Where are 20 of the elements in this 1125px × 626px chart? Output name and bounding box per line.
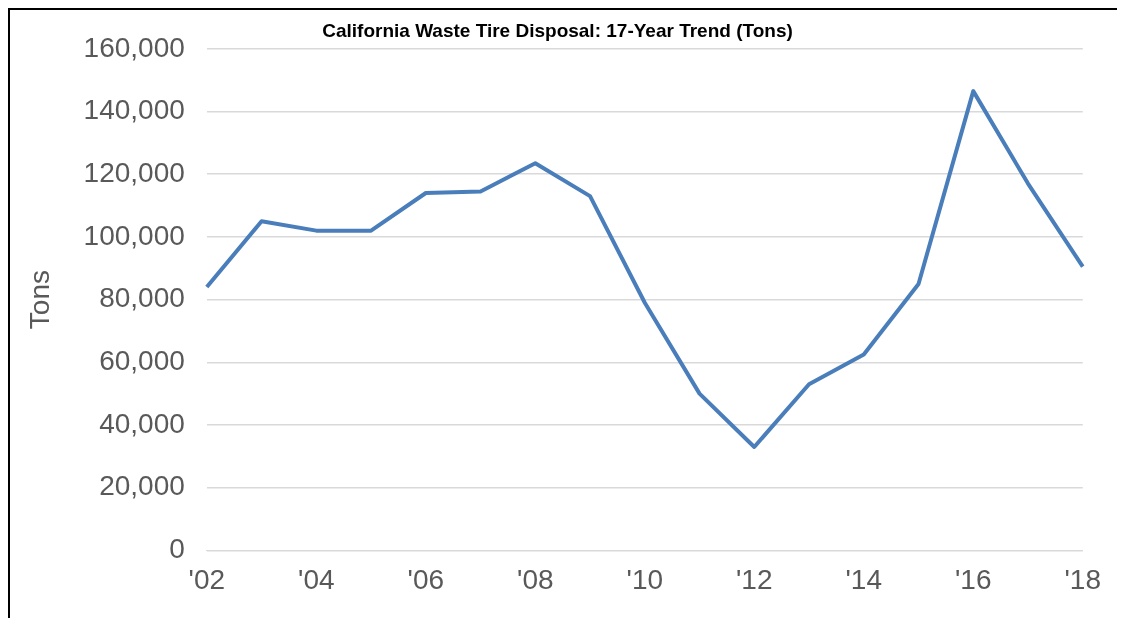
- x-tick-label: '06: [407, 563, 445, 595]
- chart-title: California Waste Tire Disposal: 17-Year Trend (Tons): [322, 19, 793, 41]
- y-tick-label: 80,000: [99, 282, 185, 314]
- x-tick-label: '14: [845, 563, 883, 595]
- y-tick-label: 140,000: [83, 94, 185, 126]
- y-tick-label: 100,000: [83, 219, 185, 251]
- y-axis-title: Tons: [23, 270, 55, 330]
- y-tick-label: 60,000: [99, 345, 185, 377]
- x-tick-label: '16: [955, 563, 992, 595]
- x-tick-label: '12: [736, 563, 773, 595]
- y-tick-label: 0: [169, 533, 185, 565]
- x-tick-label: '18: [1064, 563, 1101, 595]
- x-tick-label: '10: [626, 563, 664, 595]
- x-tick-label: '08: [517, 563, 554, 595]
- x-tick-label: '02: [188, 563, 226, 595]
- x-tick-label: '04: [298, 563, 335, 595]
- y-tick-label: 40,000: [99, 407, 185, 439]
- y-tick-label: 160,000: [83, 31, 185, 63]
- y-tick-label: 20,000: [99, 470, 185, 502]
- y-tick-label: 120,000: [83, 156, 185, 188]
